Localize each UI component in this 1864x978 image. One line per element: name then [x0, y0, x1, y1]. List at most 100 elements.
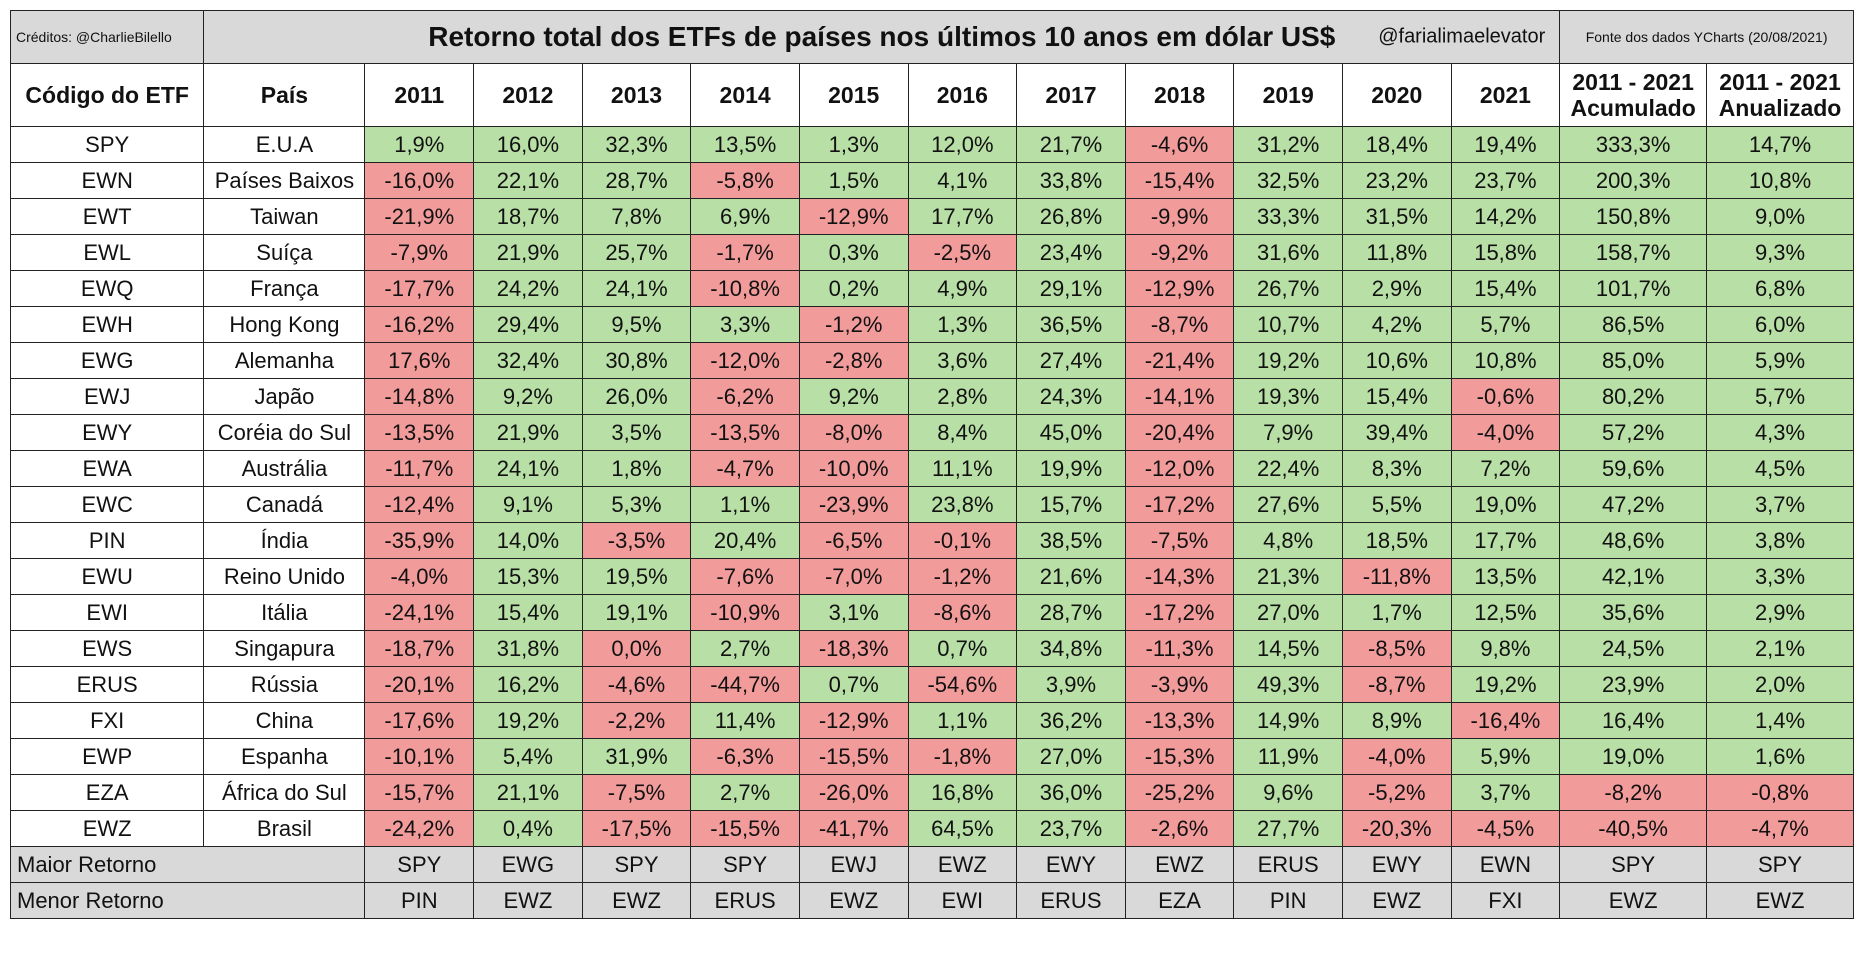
- return-cell: -18,7%: [364, 630, 475, 667]
- annualized-return-cell: 3,8%: [1706, 522, 1854, 559]
- return-cell: 14,2%: [1450, 198, 1561, 235]
- column-header-cumulative: 2011 - 2021 Acumulado: [1559, 63, 1708, 127]
- return-cell: 29,4%: [473, 306, 583, 343]
- table-row: EWI Itália -24,1% 15,4% 19,1% -10,9% 3,1% -8,6%…: [9, 594, 1854, 631]
- cumulative-return-cell: 59,6%: [1559, 450, 1708, 487]
- return-cell: -26,0%: [798, 774, 909, 811]
- column-header-annualized-label: Anualizado: [1718, 95, 1842, 121]
- cumulative-return-cell: 47,2%: [1559, 486, 1708, 523]
- cumulative-return-cell: 35,6%: [1559, 594, 1708, 631]
- return-cell: -13,5%: [364, 414, 475, 451]
- title-text: Retorno total dos ETFs de países nos últ…: [428, 21, 1336, 52]
- summary-etf-cell: EWZ: [1559, 882, 1708, 919]
- summary-etf-cell: EWI: [907, 882, 1018, 919]
- return-cell: -14,1%: [1124, 378, 1235, 415]
- cumulative-return-cell: 23,9%: [1559, 666, 1708, 703]
- return-cell: -18,3%: [798, 630, 909, 667]
- return-cell: 27,4%: [1016, 342, 1126, 379]
- return-cell: 15,7%: [1016, 486, 1126, 523]
- return-cell: -17,2%: [1124, 486, 1235, 523]
- return-cell: -15,7%: [364, 774, 475, 811]
- return-cell: 26,7%: [1233, 270, 1343, 307]
- return-cell: -12,9%: [798, 198, 909, 235]
- column-header-year: 2019: [1233, 63, 1343, 127]
- return-cell: 1,3%: [798, 126, 909, 163]
- return-cell: -54,6%: [907, 666, 1018, 703]
- return-cell: 8,3%: [1341, 450, 1452, 487]
- column-header-cumulative-label: Acumulado: [1570, 95, 1696, 121]
- return-cell: -7,6%: [690, 558, 800, 595]
- return-cell: 64,5%: [907, 810, 1018, 847]
- return-cell: -15,5%: [798, 738, 909, 775]
- return-cell: 3,7%: [1450, 774, 1561, 811]
- cumulative-return-cell: 42,1%: [1559, 558, 1708, 595]
- summary-etf-cell: PIN: [1233, 882, 1343, 919]
- return-cell: 10,6%: [1341, 342, 1452, 379]
- summary-etf-cell: EWZ: [581, 882, 692, 919]
- summary-etf-cell: EZA: [1124, 882, 1235, 919]
- column-header-country: País: [203, 63, 366, 127]
- etf-code-cell: SPY: [9, 126, 205, 163]
- column-header-year: 2012: [473, 63, 583, 127]
- return-cell: 36,0%: [1016, 774, 1126, 811]
- country-cell: África do Sul: [203, 774, 366, 811]
- return-cell: 9,2%: [473, 378, 583, 415]
- return-cell: 10,7%: [1233, 306, 1343, 343]
- etf-code-cell: EWQ: [9, 270, 205, 307]
- return-cell: -41,7%: [798, 810, 909, 847]
- table-row: SPY E.U.A 1,9% 16,0% 32,3% 13,5% 1,3% 12,0% 21,7…: [9, 126, 1854, 163]
- return-cell: 2,8%: [907, 378, 1018, 415]
- return-cell: 18,7%: [473, 198, 583, 235]
- return-cell: 16,0%: [473, 126, 583, 163]
- return-cell: -4,0%: [1341, 738, 1452, 775]
- etf-code-cell: EWU: [9, 558, 205, 595]
- column-header-year: 2017: [1016, 63, 1126, 127]
- return-cell: 17,7%: [1450, 522, 1561, 559]
- etf-code-cell: EWY: [9, 414, 205, 451]
- table-row: EWA Austrália -11,7% 24,1% 1,8% -4,7% -10,0% 11…: [9, 450, 1854, 487]
- author-handle: @farialimaelevator: [1378, 25, 1546, 48]
- annualized-return-cell: 2,0%: [1706, 666, 1854, 703]
- return-cell: 15,3%: [473, 558, 583, 595]
- return-cell: -4,7%: [690, 450, 800, 487]
- return-cell: 21,9%: [473, 414, 583, 451]
- return-cell: 8,9%: [1341, 702, 1452, 739]
- column-header-code: Código do ETF: [9, 63, 205, 127]
- cumulative-return-cell: 24,5%: [1559, 630, 1708, 667]
- cumulative-return-cell: -8,2%: [1559, 774, 1708, 811]
- return-cell: 33,8%: [1016, 162, 1126, 199]
- column-header-year: 2014: [690, 63, 800, 127]
- return-cell: 15,4%: [1341, 378, 1452, 415]
- summary-etf-cell: SPY: [364, 846, 475, 883]
- return-cell: 30,8%: [581, 342, 692, 379]
- etf-returns-table: Créditos: @CharlieBilello Retorno total …: [9, 10, 1854, 919]
- table-row: EWP Espanha -10,1% 5,4% 31,9% -6,3% -15,5% -1,8…: [9, 738, 1854, 775]
- cumulative-return-cell: 86,5%: [1559, 306, 1708, 343]
- return-cell: 17,7%: [907, 198, 1018, 235]
- summary-etf-cell: EWZ: [1341, 882, 1452, 919]
- return-cell: -3,9%: [1124, 666, 1235, 703]
- return-cell: -10,9%: [690, 594, 800, 631]
- return-cell: 5,4%: [473, 738, 583, 775]
- annualized-return-cell: 6,8%: [1706, 270, 1854, 307]
- return-cell: 11,1%: [907, 450, 1018, 487]
- table-row: EZA África do Sul -15,7% 21,1% -7,5% 2,7% -26,…: [9, 774, 1854, 811]
- return-cell: 18,4%: [1341, 126, 1452, 163]
- return-cell: 10,8%: [1450, 342, 1561, 379]
- country-cell: China: [203, 702, 366, 739]
- cumulative-return-cell: -40,5%: [1559, 810, 1708, 847]
- return-cell: 19,5%: [581, 558, 692, 595]
- etf-code-cell: ERUS: [9, 666, 205, 703]
- annualized-return-cell: 10,8%: [1706, 162, 1854, 199]
- column-header-annualized: 2011 - 2021 Anualizado: [1706, 63, 1854, 127]
- table-row: EWL Suíça -7,9% 21,9% 25,7% -1,7% 0,3% -2,5% 23,…: [9, 234, 1854, 271]
- return-cell: 0,3%: [798, 234, 909, 271]
- return-cell: -24,1%: [364, 594, 475, 631]
- return-cell: -17,5%: [581, 810, 692, 847]
- summary-label: Maior Retorno: [9, 846, 366, 883]
- table-row: EWZ Brasil -24,2% 0,4% -17,5% -15,5% -41,7% 64,…: [9, 810, 1854, 847]
- return-cell: -9,2%: [1124, 234, 1235, 271]
- summary-etf-cell: PIN: [364, 882, 475, 919]
- return-cell: 32,3%: [581, 126, 692, 163]
- return-cell: -17,7%: [364, 270, 475, 307]
